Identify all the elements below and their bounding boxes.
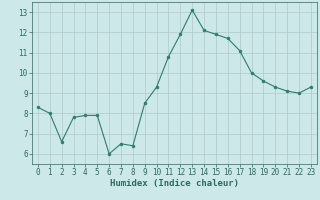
X-axis label: Humidex (Indice chaleur): Humidex (Indice chaleur) xyxy=(110,179,239,188)
